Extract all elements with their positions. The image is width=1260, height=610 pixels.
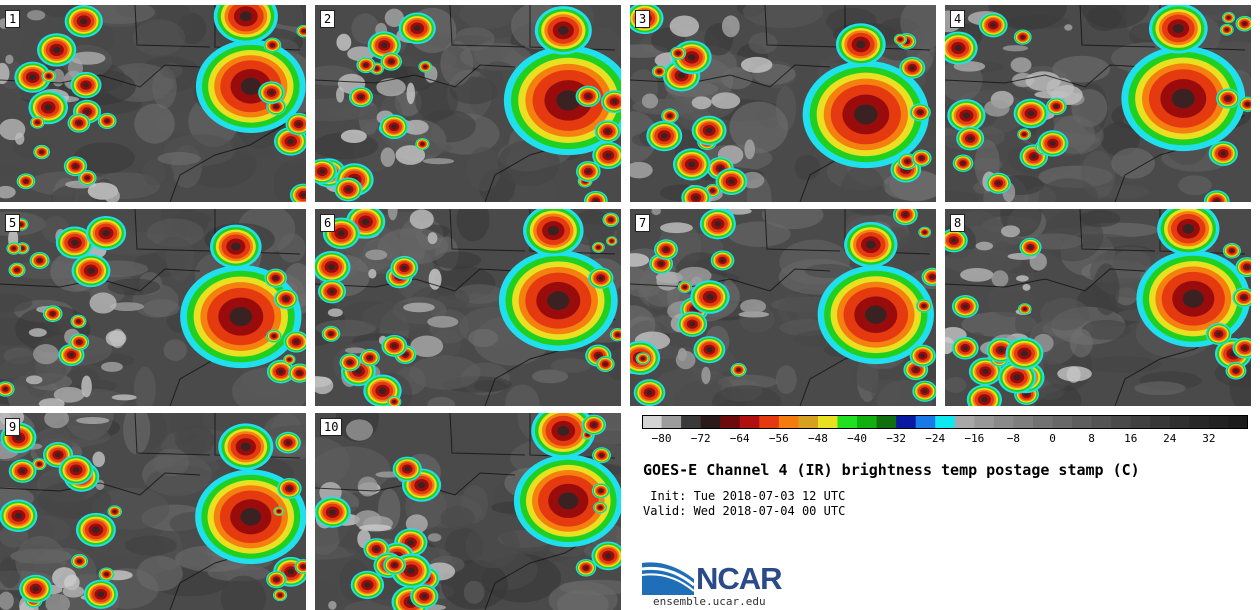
colorbar-tick-label: −8 xyxy=(1006,432,1021,445)
ncar-logo-icon xyxy=(642,553,694,595)
colorbar-cell xyxy=(993,415,1014,429)
colorbar-cell xyxy=(1052,415,1073,429)
colorbar-tick-label: 32 xyxy=(1202,432,1216,445)
colorbar-cell xyxy=(739,415,760,429)
forecast-panel: 6 xyxy=(315,209,621,406)
colorbar-cell xyxy=(817,415,838,429)
satellite-map xyxy=(315,5,621,202)
forecast-panel: 4 xyxy=(945,5,1251,202)
satellite-map xyxy=(0,209,306,406)
colorbar-tick-label: −16 xyxy=(964,432,985,445)
satellite-map xyxy=(945,209,1251,406)
colorbar-outline xyxy=(642,415,1248,429)
panel-number-label: 8 xyxy=(950,214,966,232)
satellite-map xyxy=(315,209,621,406)
colorbar-tick-label: −24 xyxy=(925,432,946,445)
satellite-map xyxy=(945,5,1251,202)
colorbar-cell xyxy=(720,415,741,429)
website-text: ensemble.ucar.edu xyxy=(653,595,766,608)
forecast-panel: 1 xyxy=(0,5,306,202)
colorbar-cell xyxy=(642,415,663,429)
panel-number-label: 6 xyxy=(320,214,336,232)
colorbar-cell xyxy=(837,415,858,429)
panel-number-label: 1 xyxy=(5,10,21,28)
colorbar-tick-label: −72 xyxy=(690,432,711,445)
forecast-panel: 5 xyxy=(0,209,306,406)
colorbar-tick-label: 24 xyxy=(1163,432,1177,445)
colorbar-tick-label: 0 xyxy=(1049,432,1056,445)
colorbar-cell xyxy=(896,415,917,429)
forecast-panel: 8 xyxy=(945,209,1251,406)
forecast-panel: 7 xyxy=(630,209,936,406)
colorbar-cell xyxy=(876,415,897,429)
colorbar-cell xyxy=(1189,415,1210,429)
colorbar-tick-label: −80 xyxy=(651,432,672,445)
colorbar-cell xyxy=(857,415,878,429)
satellite-map xyxy=(0,5,306,202)
forecast-panel: 9 xyxy=(0,413,306,610)
colorbar-cell xyxy=(1150,415,1171,429)
panel-number-label: 4 xyxy=(950,10,966,28)
satellite-map xyxy=(315,413,621,610)
forecast-panel: 10 xyxy=(315,413,621,610)
colorbar-tick-label: 16 xyxy=(1124,432,1138,445)
colorbar-tick-label: −40 xyxy=(847,432,867,445)
forecast-panel: 3 xyxy=(630,5,936,202)
colorbar-tick-label: −56 xyxy=(768,432,789,445)
figure-title: GOES-E Channel 4 (IR) brightness temp po… xyxy=(643,461,1140,479)
colorbar-cell xyxy=(1208,415,1229,429)
colorbar-cell xyxy=(661,415,682,429)
colorbar-cell xyxy=(1032,415,1054,429)
colorbar-tick-label: −64 xyxy=(729,432,750,445)
colorbar-cell xyxy=(1228,415,1248,429)
panel-number-label: 10 xyxy=(320,418,343,436)
colorbar-cell xyxy=(915,415,936,429)
colorbar-cell xyxy=(700,415,721,429)
colorbar-tick-label: −48 xyxy=(807,432,828,445)
colorbar-cell xyxy=(974,415,995,429)
colorbar-cell xyxy=(1091,415,1112,429)
logo-text: NCAR xyxy=(696,561,783,596)
colorbar-cell xyxy=(935,415,956,429)
colorbar-cell xyxy=(798,415,819,429)
forecast-panel: 2 xyxy=(315,5,621,202)
colorbar-cell xyxy=(954,415,975,429)
colorbar-tick-label: 8 xyxy=(1088,432,1095,445)
satellite-map xyxy=(630,5,936,202)
colorbar-cell xyxy=(1013,415,1034,429)
valid-time: Valid: Wed 2018-07-04 00 UTC xyxy=(643,504,846,518)
panel-number-label: 3 xyxy=(635,10,651,28)
colorbar-cell xyxy=(778,415,799,429)
colorbar-tick-label: −32 xyxy=(886,432,907,445)
panel-number-label: 7 xyxy=(635,214,651,232)
panel-number-label: 2 xyxy=(320,10,336,28)
colorbar-cell xyxy=(1111,415,1132,429)
colorbar-cell xyxy=(1072,415,1093,429)
colorbar-cell xyxy=(1169,415,1190,429)
colorbar-cell xyxy=(681,415,702,429)
colorbar-cell xyxy=(759,415,780,429)
satellite-map xyxy=(0,413,306,610)
colorbar-cell xyxy=(1130,415,1151,429)
panel-number-label: 9 xyxy=(5,418,21,436)
init-time: Init: Tue 2018-07-03 12 UTC xyxy=(643,489,846,503)
panel-number-label: 5 xyxy=(5,214,21,232)
colorbar xyxy=(642,415,1248,429)
satellite-map xyxy=(630,209,936,406)
